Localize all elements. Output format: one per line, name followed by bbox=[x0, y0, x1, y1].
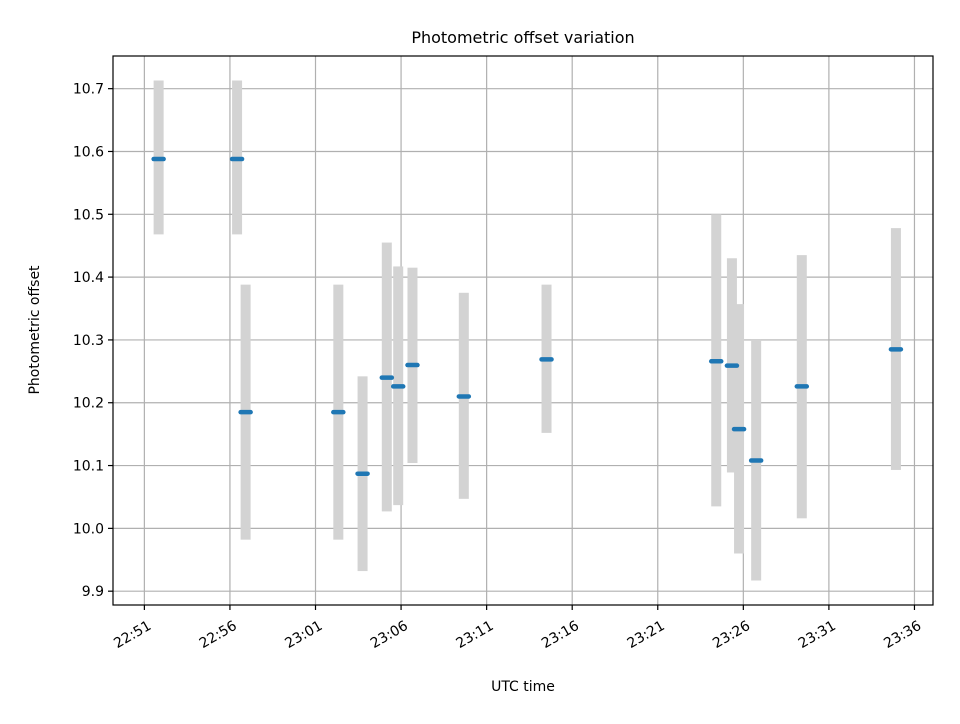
y-tick-label: 10.7 bbox=[73, 82, 104, 98]
y-tick-label: 10.2 bbox=[73, 396, 104, 412]
y-tick-label: 10.5 bbox=[73, 207, 104, 223]
x-axis-label: UTC time bbox=[491, 679, 555, 695]
y-axis-ticks: 9.9 10.0 10.1 10.2 10.3 10.4 10.5 10.6 10.7 bbox=[73, 82, 113, 600]
plot-area: 22:51 22:56 23:01 23:06 23:11 23:16 23:21 23:26… bbox=[73, 55, 934, 652]
y-tick-label: 9.9 bbox=[82, 584, 104, 600]
y-axis-label: Photometric offset bbox=[27, 265, 43, 395]
plot-frame bbox=[112, 55, 934, 606]
y-tick-label: 10.4 bbox=[73, 270, 104, 286]
markers bbox=[151, 156, 904, 476]
y-tick-label: 10.3 bbox=[73, 333, 104, 349]
y-tick-label: 10.1 bbox=[73, 459, 104, 475]
chart-title: Photometric offset variation bbox=[411, 28, 634, 47]
y-tick-label: 10.6 bbox=[73, 144, 104, 160]
y-tick-label: 10.0 bbox=[73, 521, 104, 537]
